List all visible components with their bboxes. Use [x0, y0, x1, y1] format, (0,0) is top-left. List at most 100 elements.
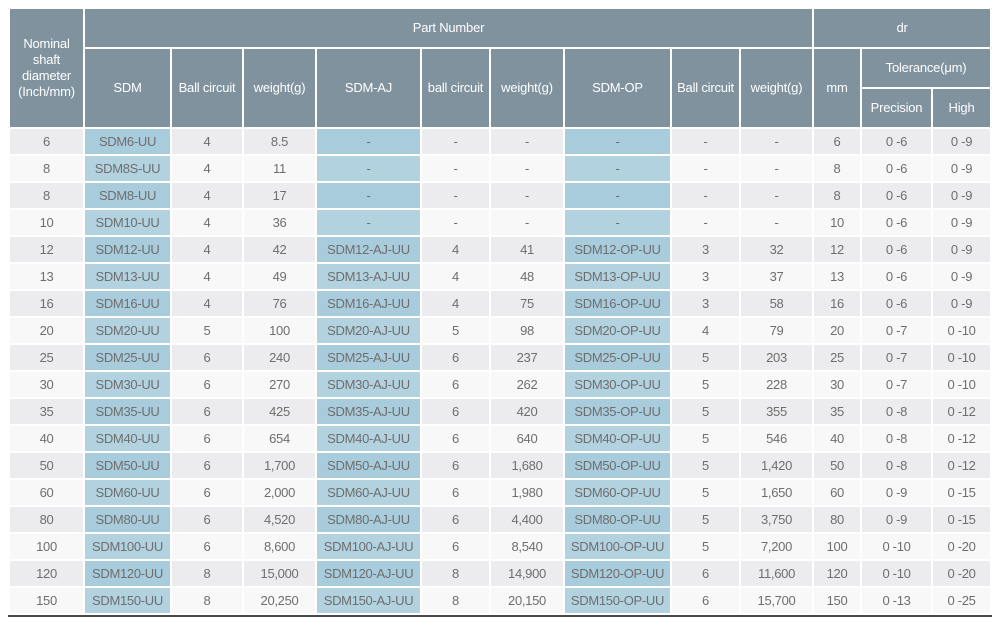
cell-dr-mm: 60	[814, 480, 861, 505]
cell-ball-circuit: 6	[672, 588, 739, 613]
cell-ball-circuit: 6	[172, 480, 242, 505]
cell-weight-g: 1,420	[741, 453, 813, 478]
cell-weight-g: -	[741, 156, 813, 181]
cell-sdm-op-part-number: SDM150-OP-UU	[565, 588, 670, 613]
cell-dr-mm: 12	[814, 237, 861, 262]
cell-sdm-part-number: SDM35-UU	[85, 399, 170, 424]
header-sdm: SDM	[85, 49, 170, 127]
cell-tolerance-precision: 0 -6	[862, 237, 932, 262]
cell-weight-g: 420	[491, 399, 563, 424]
header-weight-3: weight(g)	[741, 49, 813, 127]
cell-dr-mm: 13	[814, 264, 861, 289]
cell-nominal-diameter: 100	[10, 534, 83, 559]
header-ball-circuit-2: ball circuit	[422, 49, 489, 127]
cell-weight-g: 42	[244, 237, 315, 262]
header-dr: dr	[814, 9, 991, 47]
cell-tolerance-precision: 0 -7	[862, 372, 932, 397]
cell-tolerance-precision: 0 -10	[862, 534, 932, 559]
table-row: 30 SDM30-UU 6 270 SDM30-AJ-UU 6 262 SDM30-OP-UU…	[10, 372, 991, 397]
header-high: High	[933, 89, 991, 127]
cell-tolerance-precision: 0 -6	[862, 156, 932, 181]
cell-ball-circuit: 8	[422, 588, 489, 613]
cell-dr-mm: 40	[814, 426, 861, 451]
cell-ball-circuit: 5	[672, 345, 739, 370]
cell-ball-circuit: -	[672, 129, 739, 154]
cell-ball-circuit: 5	[672, 534, 739, 559]
cell-weight-g: -	[741, 210, 813, 235]
cell-tolerance-high: 0 -10	[933, 372, 991, 397]
cell-sdm-part-number: SDM12-UU	[85, 237, 170, 262]
cell-weight-g: -	[491, 183, 563, 208]
cell-sdm-op-part-number: SDM20-OP-UU	[565, 318, 670, 343]
cell-ball-circuit: 6	[422, 345, 489, 370]
cell-weight-g: 1,680	[491, 453, 563, 478]
cell-sdm-part-number: SDM8S-UU	[85, 156, 170, 181]
cell-nominal-diameter: 50	[10, 453, 83, 478]
cell-nominal-diameter: 8	[10, 156, 83, 181]
cell-ball-circuit: 6	[422, 453, 489, 478]
cell-sdm-op-part-number: SDM35-OP-UU	[565, 399, 670, 424]
cell-weight-g: 49	[244, 264, 315, 289]
cell-ball-circuit: 4	[422, 264, 489, 289]
cell-tolerance-precision: 0 -8	[862, 453, 932, 478]
cell-ball-circuit: 5	[672, 507, 739, 532]
cell-sdm-aj-part-number: -	[317, 183, 420, 208]
cell-sdm-op-part-number: SDM40-OP-UU	[565, 426, 670, 451]
cell-ball-circuit: 4	[172, 291, 242, 316]
cell-sdm-op-part-number: SDM30-OP-UU	[565, 372, 670, 397]
cell-weight-g: 546	[741, 426, 813, 451]
cell-weight-g: 79	[741, 318, 813, 343]
cell-weight-g: 1,700	[244, 453, 315, 478]
cell-sdm-aj-part-number: -	[317, 210, 420, 235]
cell-dr-mm: 50	[814, 453, 861, 478]
table-row: 16 SDM16-UU 4 76 SDM16-AJ-UU 4 75 SDM16-OP-UU 3 5…	[10, 291, 991, 316]
cell-weight-g: 20,150	[491, 588, 563, 613]
cell-ball-circuit: 3	[672, 291, 739, 316]
cell-sdm-part-number: SDM100-UU	[85, 534, 170, 559]
cell-tolerance-high: 0 -9	[933, 183, 991, 208]
cell-weight-g: -	[741, 129, 813, 154]
cell-sdm-op-part-number: SDM25-OP-UU	[565, 345, 670, 370]
cell-weight-g: 240	[244, 345, 315, 370]
cell-ball-circuit: 4	[672, 318, 739, 343]
cell-sdm-aj-part-number: SDM150-AJ-UU	[317, 588, 420, 613]
cell-nominal-diameter: 40	[10, 426, 83, 451]
cell-nominal-diameter: 13	[10, 264, 83, 289]
cell-sdm-aj-part-number: SDM13-AJ-UU	[317, 264, 420, 289]
cell-tolerance-precision: 0 -6	[862, 210, 932, 235]
cell-ball-circuit: 5	[672, 399, 739, 424]
cell-sdm-aj-part-number: -	[317, 156, 420, 181]
header-precision: Precision	[862, 89, 932, 127]
header-nominal-shaft-diameter: Nominal shaft diameter (Inch/mm)	[10, 9, 83, 127]
cell-tolerance-high: 0 -10	[933, 345, 991, 370]
cell-ball-circuit: 4	[172, 264, 242, 289]
cell-dr-mm: 100	[814, 534, 861, 559]
cell-nominal-diameter: 8	[10, 183, 83, 208]
cell-ball-circuit: 5	[672, 453, 739, 478]
cell-ball-circuit: 6	[422, 426, 489, 451]
cell-weight-g: 76	[244, 291, 315, 316]
cell-sdm-op-part-number: SDM80-OP-UU	[565, 507, 670, 532]
cell-sdm-part-number: SDM150-UU	[85, 588, 170, 613]
cell-ball-circuit: 5	[422, 318, 489, 343]
cell-tolerance-precision: 0 -9	[862, 507, 932, 532]
cell-sdm-op-part-number: SDM120-OP-UU	[565, 561, 670, 586]
cell-weight-g: 237	[491, 345, 563, 370]
table-row: 8 SDM8S-UU 4 11- - - - - -8 0 -6 0 -9	[10, 156, 991, 181]
cell-ball-circuit: 6	[172, 372, 242, 397]
cell-ball-circuit: -	[422, 183, 489, 208]
cell-weight-g: 1,980	[491, 480, 563, 505]
cell-sdm-part-number: SDM20-UU	[85, 318, 170, 343]
cell-weight-g: 8.5	[244, 129, 315, 154]
cell-nominal-diameter: 60	[10, 480, 83, 505]
cell-ball-circuit: 6	[172, 399, 242, 424]
cell-tolerance-high: 0 -10	[933, 318, 991, 343]
cell-nominal-diameter: 16	[10, 291, 83, 316]
cell-ball-circuit: 3	[672, 237, 739, 262]
cell-sdm-aj-part-number: SDM30-AJ-UU	[317, 372, 420, 397]
header-tolerance: Tolerance(μm)	[862, 49, 991, 87]
cell-weight-g: 48	[491, 264, 563, 289]
cell-sdm-aj-part-number: SDM50-AJ-UU	[317, 453, 420, 478]
table-row: 25 SDM25-UU 6 240 SDM25-AJ-UU 6 237 SDM25-OP-UU…	[10, 345, 991, 370]
